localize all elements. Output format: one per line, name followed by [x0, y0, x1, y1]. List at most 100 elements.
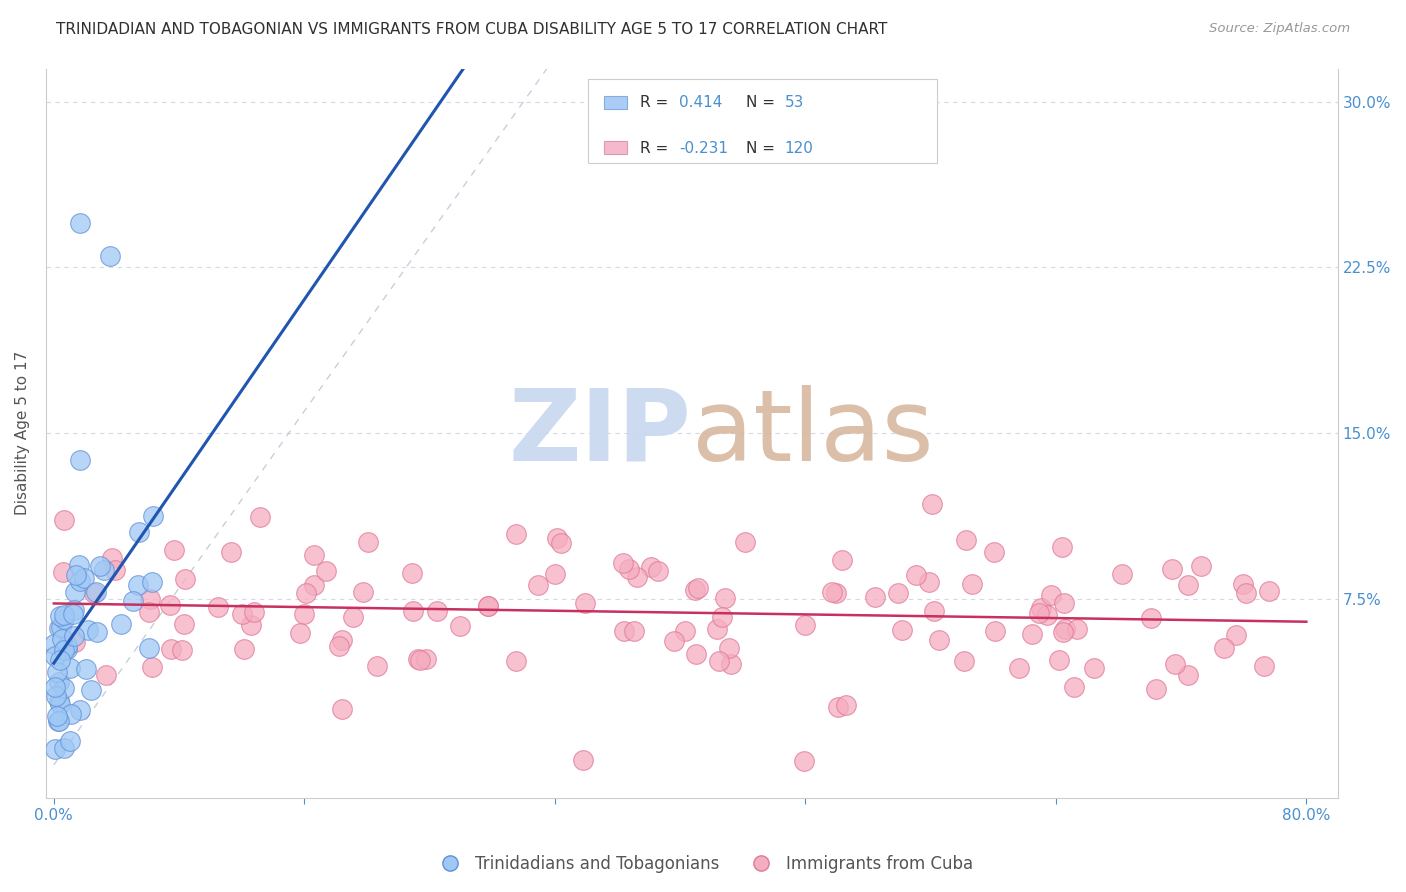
Point — [526, 578, 548, 592]
Point — [831, 553, 853, 567]
Point — [52, 681, 75, 696]
Point — [44, 649, 66, 664]
Point — [96, 667, 118, 681]
Point — [59, 733, 82, 747]
Point — [1144, 681, 1167, 696]
Point — [1111, 567, 1133, 582]
Point — [328, 639, 350, 653]
Point — [706, 622, 728, 636]
Point — [1177, 668, 1199, 682]
Point — [821, 585, 844, 599]
Point — [918, 575, 941, 590]
Point — [48, 698, 70, 712]
Point — [640, 559, 662, 574]
Point — [63, 629, 86, 643]
Point — [315, 564, 337, 578]
Point — [353, 584, 375, 599]
Point — [46, 709, 69, 723]
Point — [686, 581, 709, 595]
Point — [955, 533, 977, 547]
Point — [709, 654, 731, 668]
Point — [922, 604, 945, 618]
Point — [138, 640, 160, 655]
Point — [342, 610, 364, 624]
Point — [1225, 628, 1247, 642]
Point — [477, 599, 499, 614]
Point — [1053, 595, 1076, 609]
Point — [1039, 588, 1062, 602]
Point — [1050, 540, 1073, 554]
Point — [302, 577, 325, 591]
Point — [574, 596, 596, 610]
Point — [127, 578, 149, 592]
Point — [159, 599, 181, 613]
Point — [77, 623, 100, 637]
Point — [1164, 657, 1187, 672]
Point — [673, 624, 696, 638]
Point — [1083, 661, 1105, 675]
Point — [1258, 583, 1281, 598]
Point — [141, 660, 163, 674]
Point — [84, 584, 107, 599]
Point — [825, 586, 848, 600]
Point — [139, 592, 162, 607]
Point — [1177, 578, 1199, 592]
Point — [69, 453, 91, 467]
Point — [921, 497, 943, 511]
Point — [793, 754, 815, 768]
Point — [794, 618, 817, 632]
Point — [626, 570, 648, 584]
Text: 120: 120 — [785, 141, 814, 156]
Point — [138, 605, 160, 619]
Point — [449, 618, 471, 632]
Text: atlas: atlas — [692, 384, 934, 482]
Point — [52, 513, 75, 527]
Point — [48, 621, 70, 635]
Point — [647, 565, 669, 579]
Point — [612, 557, 634, 571]
Point — [1253, 659, 1275, 673]
Point — [960, 577, 983, 591]
Point — [101, 551, 124, 566]
Point — [734, 535, 756, 549]
Point — [292, 607, 315, 621]
Point — [544, 566, 567, 581]
Point — [45, 690, 67, 704]
Point — [243, 605, 266, 619]
Point — [1234, 585, 1257, 599]
Point — [93, 563, 115, 577]
Point — [835, 698, 858, 713]
Legend: Trinidadians and Tobagonians, Immigrants from Cuba: Trinidadians and Tobagonians, Immigrants… — [426, 848, 980, 880]
Point — [89, 559, 111, 574]
Point — [685, 647, 707, 661]
Point — [550, 536, 572, 550]
Point — [662, 633, 685, 648]
Point — [330, 702, 353, 716]
FancyBboxPatch shape — [605, 95, 627, 109]
Point — [952, 655, 974, 669]
Point — [69, 216, 91, 230]
Point — [1066, 622, 1088, 636]
Text: R =: R = — [640, 95, 673, 111]
Point — [401, 566, 423, 580]
Point — [53, 643, 76, 657]
Point — [1189, 558, 1212, 573]
Point — [48, 694, 70, 708]
Point — [366, 658, 388, 673]
Point — [53, 607, 76, 622]
Point — [46, 714, 69, 729]
Point — [63, 635, 86, 649]
Point — [402, 605, 425, 619]
Point — [426, 604, 449, 618]
Point — [505, 526, 527, 541]
Text: 53: 53 — [785, 95, 804, 111]
Point — [56, 642, 79, 657]
Point — [1029, 600, 1052, 615]
Point — [44, 680, 66, 694]
Point — [173, 616, 195, 631]
Point — [44, 742, 66, 756]
Point — [45, 665, 67, 680]
Point — [121, 594, 143, 608]
Point — [1212, 641, 1234, 656]
Text: TRINIDADIAN AND TOBAGONIAN VS IMMIGRANTS FROM CUBA DISABILITY AGE 5 TO 17 CORREL: TRINIDADIAN AND TOBAGONIAN VS IMMIGRANTS… — [56, 22, 887, 37]
